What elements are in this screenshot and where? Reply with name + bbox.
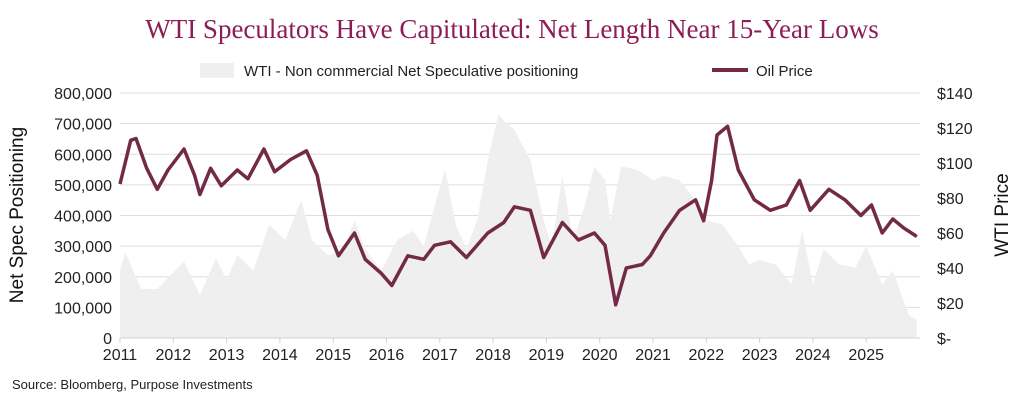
y2-tick-label: $60 [937,226,964,243]
x-tick-label: 2019 [529,347,565,364]
y-axis-label: Net Spec Positioning [7,127,28,303]
y-tick-label: 0 [103,331,112,348]
y-tick-label: 500,000 [54,178,112,195]
y-tick-label: 600,000 [54,147,112,164]
x-tick-label: 2024 [795,347,831,364]
x-tick-label: 2023 [742,347,778,364]
x-tick-label: 2025 [848,347,884,364]
x-tick-label: 2020 [582,347,618,364]
net-spec-area [120,114,917,339]
oil-price-line-layer [118,124,918,307]
y-tick-label: 800,000 [54,86,112,103]
y2-axis-label: WTI Price [992,173,1013,256]
x-tick-label: 2013 [209,347,245,364]
legend-swatch-net-spec [200,63,234,78]
y2-tick-label: $120 [937,121,973,138]
y2-tick-label: $- [937,331,951,348]
x-axis: 2011 2012 2013 2014 2015 2016 2017 2018 2019 2020… [103,337,920,364]
x-tick-label: 2015 [315,347,351,364]
x-tick-label: 2014 [262,347,298,364]
y-axis-right: $- $20 $40 $60 $80 $100 $120 $140 [937,86,973,348]
x-tick-label: 2011 [103,347,138,364]
y-tick-label: 100,000 [54,300,112,317]
chart-title: WTI Speculators Have Capitulated: Net Le… [145,14,879,44]
source-note: Source: Bloomberg, Purpose Investments [12,377,253,392]
y-tick-label: 700,000 [54,117,112,134]
x-tick-label: 2016 [369,347,405,364]
net-spec-area-layer [120,114,917,339]
y-tick-label: 200,000 [54,270,112,287]
y-tick-label: 300,000 [54,239,112,256]
y2-tick-label: $140 [937,86,973,103]
legend-label-net-spec: WTI - Non commercial Net Speculative pos… [244,63,578,80]
x-tick-label: 2021 [635,347,671,364]
y-tick-label: 400,000 [54,209,112,226]
x-tick-label: 2018 [475,347,511,364]
y-axis-left: 0 100,000 200,000 300,000 400,000 500,000 600,… [54,86,112,348]
y2-tick-label: $20 [937,296,964,313]
y2-tick-label: $80 [937,191,964,208]
x-tick-label: 2022 [689,347,725,364]
x-tick-label: 2012 [156,347,192,364]
y2-tick-label: $100 [937,156,973,173]
x-tick-label: 2017 [422,347,458,364]
legend: WTI - Non commercial Net Speculative pos… [200,63,813,80]
y2-tick-label: $40 [937,261,964,278]
legend-label-oil-price: Oil Price [756,63,813,80]
